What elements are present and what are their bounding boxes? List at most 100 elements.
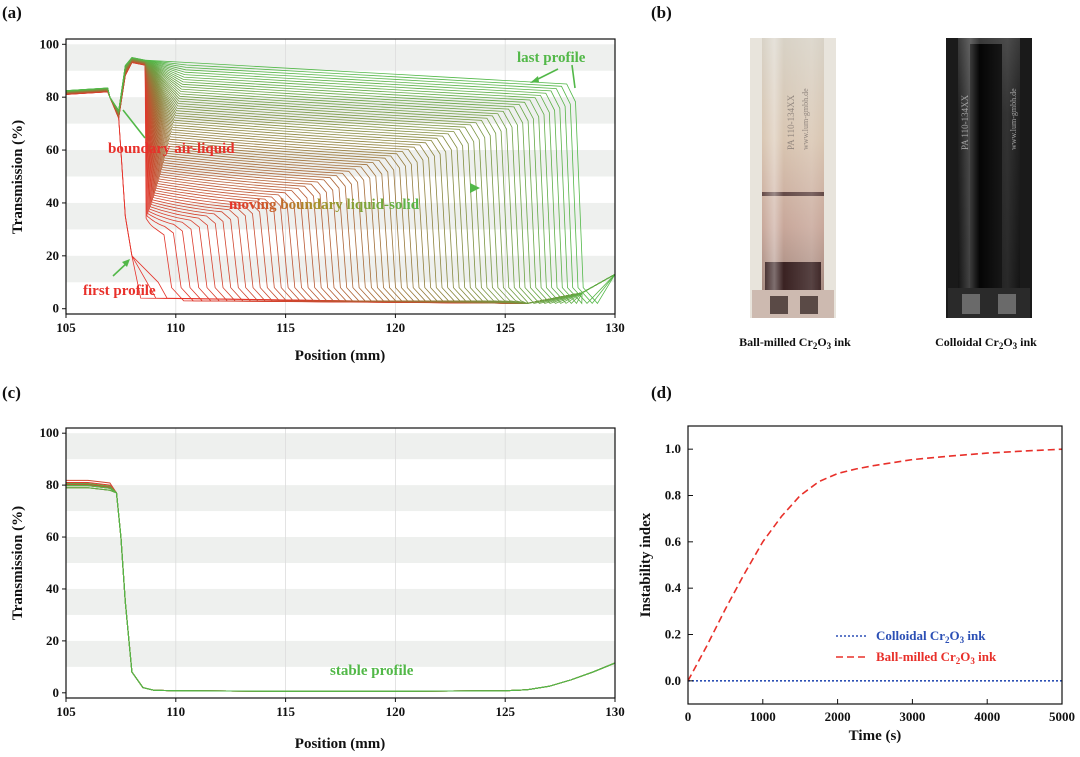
vial-right-clip-2 <box>998 294 1016 314</box>
panel-d-legend: Colloidal Cr2O3 ink Ball-milled Cr2O3 in… <box>836 628 997 666</box>
legend-colloidal-label: Colloidal Cr2O3 ink <box>876 628 986 645</box>
panel-d-xlabel: Time (s) <box>849 728 902 744</box>
caption-ball-milled: Ball-milled Cr2O3 ink <box>739 335 851 351</box>
panel-a-ytick-label: 40 <box>46 195 59 210</box>
panel-c-xtick-label: 115 <box>276 704 295 719</box>
panel-a-ytick-label: 60 <box>46 142 59 157</box>
panel-d-xtick-label: 2000 <box>825 709 851 724</box>
panel-c-ytick-label: 0 <box>53 685 60 700</box>
vial-left-engraving-2: www.lum-gmbh.de <box>801 88 810 150</box>
panel-c-band <box>66 588 615 615</box>
panel-c-ytick-label: 20 <box>46 633 59 648</box>
panel-d-series <box>687 448 1063 682</box>
panel-a-ytick-label: 20 <box>46 248 59 263</box>
panel-d-xtick-label: 0 <box>685 709 692 724</box>
panel-a-ylabel: Transmission (%) <box>10 120 26 234</box>
panel-c-ytick-label: 60 <box>46 529 59 544</box>
panel-d-ytick-label: 0.8 <box>665 488 682 503</box>
last-profile-arrow-2 <box>571 64 576 89</box>
vial-right-engraving: PA 110-134XX <box>960 94 970 150</box>
panel-c-band <box>66 485 615 512</box>
first-profile-label: first profile <box>83 283 156 299</box>
panel-d-ticks: 0 1000 2000 3000 4000 5000 0.0 0.2 0.4 0.6 0.8 1.0 <box>665 441 1075 724</box>
panel-c-label: (c) <box>2 383 21 402</box>
panel-c-band <box>66 433 615 460</box>
last-profile-arrowhead <box>530 76 539 83</box>
stable-profile-label: stable profile <box>330 663 414 679</box>
panel-a-band <box>66 255 615 283</box>
panel-d-ylabel: Instability index <box>638 512 654 617</box>
vial-right-clip-1 <box>962 294 980 314</box>
panel-d-xtick-label: 1000 <box>750 709 776 724</box>
panel-d-chart: 0 1000 2000 3000 4000 50000.00.20.40.60.81.0 … <box>638 425 1075 744</box>
panel-c-xtick-label: 120 <box>386 704 406 719</box>
panel-a-ticks: 105 110 115 120 125 130 0 20 40 60 80 100 <box>40 36 625 335</box>
panel-a-profiles <box>65 57 616 305</box>
moving-boundary-label: moving boundary liquid-solid <box>229 197 420 213</box>
panel-c-ytick-label: 100 <box>40 425 60 440</box>
moving-boundary-arrowhead <box>470 183 480 193</box>
panel-c-xlabel: Position (mm) <box>295 736 385 752</box>
panel-d-label: (d) <box>651 383 672 402</box>
panel-d-frame <box>687 425 1063 705</box>
panel-d-xtick-label: 3000 <box>899 709 925 724</box>
panel-c-frame <box>65 427 616 699</box>
vial-right-engraving-2: www.lum-gmbh.de <box>1009 88 1018 150</box>
panel-a-ytick-label: 80 <box>46 89 59 104</box>
panel-a-chart: 105 110 115 120 125 130 0 20 40 60 80 100 Position … <box>10 36 625 364</box>
first-profile-arrowhead <box>122 259 130 267</box>
panel-d-ytick-label: 1.0 <box>665 441 681 456</box>
vial-colloidal: PA 110-134XX www.lum-gmbh.de <box>946 38 1032 318</box>
stable-profile-curve <box>66 485 616 692</box>
vial-right-glass <box>958 38 1020 290</box>
panel-c-grid-bands <box>66 428 615 698</box>
panel-a-xtick-label: 105 <box>56 320 76 335</box>
vial-left-holder <box>752 290 834 318</box>
panel-c-xtick-label: 110 <box>166 704 185 719</box>
panel-d-ytick-label: 0.4 <box>665 580 682 595</box>
panel-a-band <box>66 44 615 71</box>
vial-left-clip-1 <box>770 296 788 314</box>
vial-ball-milled: PA 110-134XX www.lum-gmbh.de <box>750 38 836 318</box>
profile-curve <box>65 57 616 305</box>
vial-left-clip-2 <box>800 296 818 314</box>
panel-d-ytick-label: 0.2 <box>665 627 681 642</box>
panel-a-ytick-label: 0 <box>53 301 60 316</box>
panel-c-chart: 105 110 115 120 125 130 0 20 40 60 80 100 Position … <box>10 425 625 752</box>
caption-colloidal: Colloidal Cr2O3 ink <box>935 335 1037 351</box>
panel-b-label: (b) <box>651 3 672 22</box>
panel-c-band <box>66 640 615 667</box>
vial-left-engraving: PA 110-134XX <box>786 94 796 150</box>
panel-d-ytick-label: 0.0 <box>665 673 681 688</box>
ball-milled-series-line <box>687 448 1063 682</box>
legend-ball-milled-label: Ball-milled Cr2O3 ink <box>876 649 997 666</box>
panel-c-ytick-label: 80 <box>46 477 59 492</box>
air-liquid-arrow <box>122 109 146 139</box>
panel-d-xtick-label: 5000 <box>1049 709 1075 724</box>
panel-a-xtick-label: 115 <box>276 320 295 335</box>
panel-b-photos: PA 110-134XX www.lum-gmbh.de PA 110-134X… <box>739 38 1037 351</box>
panel-c-ylabel: Transmission (%) <box>10 506 26 620</box>
last-profile-label: last profile <box>517 50 586 66</box>
panel-c-xtick-label: 125 <box>495 704 515 719</box>
panel-a-xtick-label: 125 <box>495 320 515 335</box>
panel-c-xtick-label: 105 <box>56 704 76 719</box>
panel-d-ytick-label: 0.6 <box>665 534 682 549</box>
panel-a-frame <box>65 38 616 315</box>
panel-c-ticks: 105 110 115 120 125 130 0 20 40 60 80 100 <box>40 425 625 719</box>
panel-a-label: (a) <box>2 3 22 22</box>
panel-a-ytick-label: 100 <box>40 36 60 51</box>
vial-left-glass <box>762 38 824 290</box>
panel-c-band <box>66 537 615 563</box>
panel-c-profiles <box>66 479 616 692</box>
panel-c-ytick-label: 40 <box>46 581 59 596</box>
panel-a-xtick-label: 120 <box>386 320 406 335</box>
panel-a-xtick-label: 110 <box>166 320 185 335</box>
boundary-air-liquid-label: boundary air-liquid <box>108 141 235 157</box>
panel-d-xtick-label: 4000 <box>974 709 1000 724</box>
panel-a-xtick-label: 130 <box>605 320 625 335</box>
panel-a-xlabel: Position (mm) <box>295 348 385 364</box>
panel-c-xtick-label: 130 <box>605 704 625 719</box>
vial-right-holder <box>948 288 1030 318</box>
